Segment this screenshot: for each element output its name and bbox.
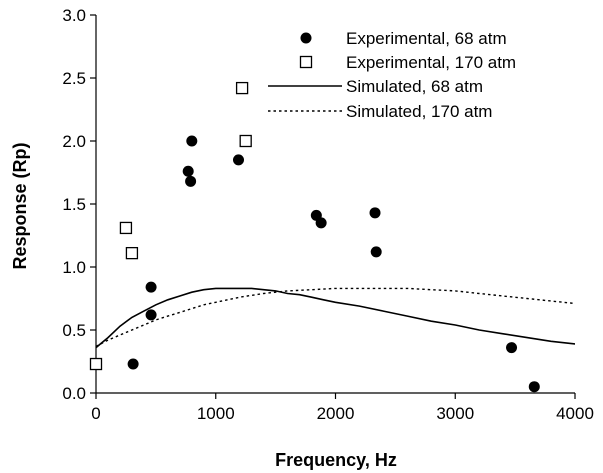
legend-marker (299, 55, 313, 69)
series-3 (96, 287, 575, 348)
data-point (369, 207, 381, 219)
x-tick-label: 1000 (197, 404, 235, 423)
data-point (186, 135, 198, 147)
series-line (96, 287, 575, 348)
data-point (119, 221, 133, 235)
x-tick-label: 4000 (556, 404, 594, 423)
data-point (528, 381, 540, 393)
series-1 (89, 81, 252, 371)
series-0 (127, 135, 540, 393)
legend-label: Experimental, 68 atm (346, 29, 507, 48)
y-tick-label: 0.0 (62, 384, 86, 403)
data-point (145, 281, 157, 293)
data-point (233, 154, 245, 166)
y-tick-label: 1.5 (62, 195, 86, 214)
legend-item: Experimental, 170 atm (299, 53, 516, 72)
y-tick-label: 3.0 (62, 6, 86, 25)
y-tick-label: 2.0 (62, 132, 86, 151)
data-point (145, 309, 157, 321)
data-point (315, 217, 327, 229)
data-point (125, 246, 139, 260)
legend: Experimental, 68 atm Experimental, 170 at… (268, 29, 516, 121)
legend-label: Experimental, 170 atm (346, 53, 516, 72)
data-point (239, 134, 252, 148)
x-tick-label: 0 (91, 404, 100, 423)
legend-label: Simulated, 170 atm (346, 102, 492, 121)
data-point (89, 357, 103, 371)
data-point (506, 342, 518, 354)
series-layer (89, 81, 575, 393)
data-point (235, 81, 249, 95)
data-point (182, 165, 194, 177)
x-tick-label: 2000 (317, 404, 355, 423)
legend-item: Experimental, 68 atm (300, 29, 507, 48)
legend-label: Simulated, 68 atm (346, 77, 483, 96)
y-tick-label: 0.5 (62, 321, 86, 340)
x-axis-title: Frequency, Hz (275, 450, 397, 470)
data-point (370, 246, 382, 258)
data-point (127, 358, 139, 370)
y-tick-label: 2.5 (62, 69, 86, 88)
series-2 (96, 287, 575, 349)
y-tick-label: 1.0 (62, 258, 86, 277)
x-tick-label: 3000 (436, 404, 474, 423)
axes: 0.0 0.5 1.0 1.5 2.0 2.5 3.0 0 1000 2000 3000 4000 (62, 6, 594, 423)
y-axis-title: Response (Rp) (10, 142, 30, 269)
legend-item: Simulated, 68 atm (268, 77, 483, 96)
series-line (96, 287, 575, 349)
data-point (185, 175, 197, 187)
legend-marker (300, 32, 312, 44)
legend-item: Simulated, 170 atm (268, 102, 492, 121)
